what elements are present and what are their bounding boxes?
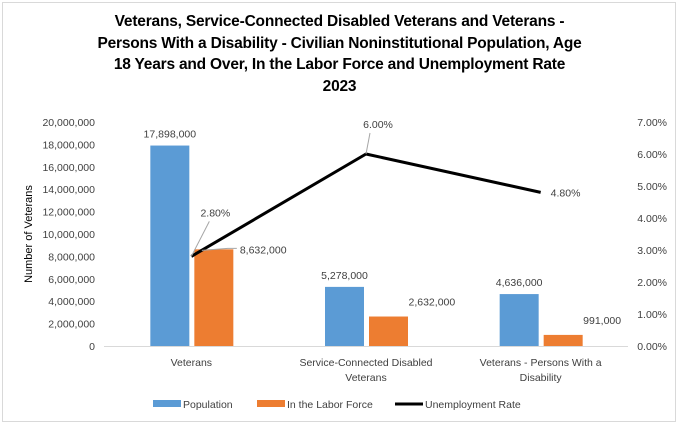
data-label-labor-force: 8,632,000: [240, 244, 287, 256]
y-tick-label: 14,000,000: [42, 184, 95, 196]
y2-tick-label: 1.00%: [637, 309, 667, 321]
bar-population: [499, 294, 539, 346]
legend: Population In the Labor Force Unemployment…: [153, 399, 521, 411]
chart-title-line-4: 2023: [322, 77, 357, 95]
x-category-label: Veterans: [171, 357, 212, 369]
legend-label: Unemployment Rate: [425, 399, 521, 411]
x-category-label: Veterans: [345, 372, 386, 384]
data-label-labor-force: 2,632,000: [409, 297, 456, 309]
x-category-label: Service-Connected Disabled: [299, 357, 432, 369]
y2-tick-label: 5.00%: [637, 181, 667, 193]
y-tick-label: 12,000,000: [42, 207, 95, 219]
legend-label: In the Labor Force: [287, 399, 373, 411]
data-label-unemployment-rate: 6.00%: [363, 119, 393, 131]
y2-tick-label: 0.00%: [637, 341, 667, 353]
y-tick-label: 4,000,000: [48, 296, 95, 308]
y-tick-label: 10,000,000: [42, 229, 95, 241]
y-tick-label: 0: [89, 341, 95, 353]
y2-tick-label: 7.00%: [637, 117, 667, 129]
line-unemployment-rate: [190, 152, 541, 258]
y-tick-label: 8,000,000: [48, 251, 95, 263]
chart-title-line-2: Persons With a Disability - Civilian Non…: [97, 34, 582, 52]
y2-tick-label: 2.00%: [637, 277, 667, 289]
chart-title: Veterans, Service-Connected Disabled Vet…: [0, 11, 679, 97]
leader-line: [201, 247, 237, 251]
bars: [150, 145, 583, 346]
data-label-unemployment-rate: 2.80%: [200, 207, 230, 219]
data-label-unemployment-rate: 4.80%: [551, 187, 581, 199]
data-label-labor-force: 991,000: [583, 315, 621, 327]
legend-swatch-in-the-labor-force: [257, 400, 285, 407]
leader-line: [365, 132, 371, 155]
x-category-label: Disability: [520, 372, 563, 384]
chart-frame: [2, 2, 676, 422]
bar-in-the-labor-force: [194, 249, 234, 346]
y-tick-label: 18,000,000: [42, 139, 95, 151]
data-label-population: 5,278,000: [321, 270, 368, 282]
chart-title-line-3: 18 Years and Over, In the Labor Force an…: [113, 56, 566, 73]
bar-population: [325, 286, 364, 346]
y-tick-label: 2,000,000: [48, 319, 95, 331]
line-series: [190, 152, 541, 258]
data-label-population: 4,636,000: [496, 277, 543, 289]
bar-population: [150, 145, 190, 346]
legend-label: Population: [183, 399, 233, 411]
y2-tick-label: 3.00%: [637, 245, 667, 257]
legend-swatch-population: [153, 400, 181, 407]
data-labels: 17,898,000 5,278,000 4,636,000 8,632,000 2,6…: [144, 119, 622, 327]
leader-line: [190, 221, 210, 257]
y2-tick-label: 6.00%: [637, 149, 667, 161]
y-tick-label: 16,000,000: [42, 162, 95, 174]
y-tick-label: 20,000,000: [42, 117, 95, 129]
axes: 0 2,000,000 4,000,000 6,000,000 8,000,000 10,…: [23, 117, 667, 384]
data-label-population: 17,898,000: [144, 129, 197, 141]
y-tick-label: 6,000,000: [48, 274, 95, 286]
bar-in-the-labor-force: [369, 316, 408, 346]
y-axis-title: Number of Veterans: [23, 185, 35, 283]
y2-tick-label: 4.00%: [637, 213, 667, 225]
chart-title-line-1: Veterans, Service-Connected Disabled Vet…: [114, 13, 565, 30]
x-category-label: Veterans - Persons With a: [480, 357, 602, 369]
bar-in-the-labor-force: [543, 334, 583, 346]
